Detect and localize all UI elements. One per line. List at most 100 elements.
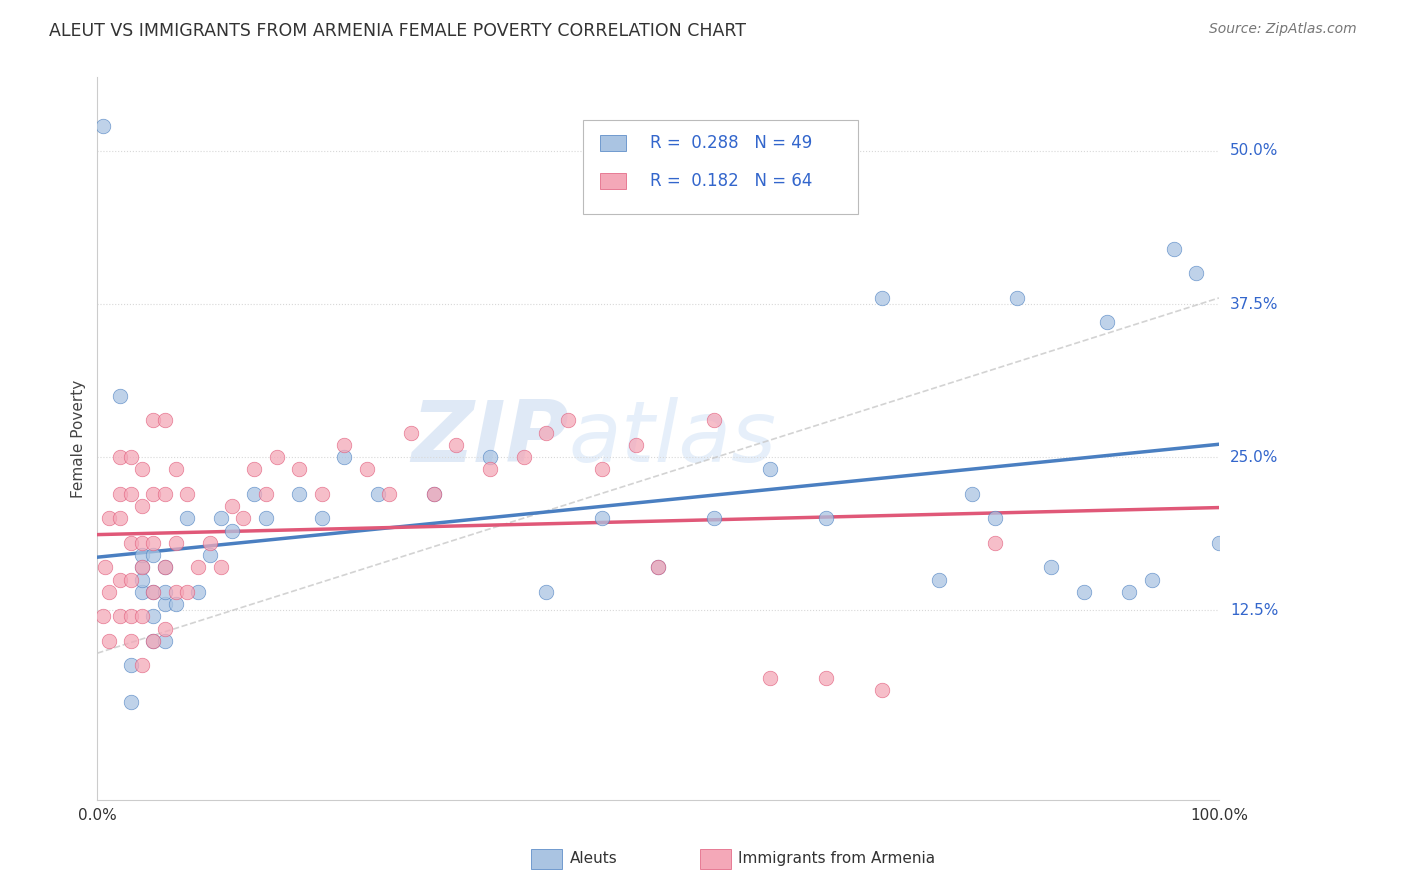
Point	[108, 573, 131, 587]
Text: ZIP: ZIP	[411, 397, 568, 480]
Point	[153, 597, 176, 611]
Point	[187, 560, 209, 574]
Text: 12.5%: 12.5%	[1230, 603, 1278, 618]
Point	[131, 499, 153, 513]
Point	[120, 695, 142, 709]
Point	[591, 462, 613, 476]
Point	[478, 450, 501, 465]
Text: Immigrants from Armenia: Immigrants from Armenia	[738, 851, 935, 865]
Point	[423, 487, 446, 501]
Point	[153, 622, 176, 636]
Point	[333, 438, 356, 452]
Point	[165, 462, 187, 476]
Point	[108, 389, 131, 403]
Point	[243, 487, 266, 501]
Point	[176, 487, 198, 501]
Point	[1208, 536, 1230, 550]
Point	[120, 450, 142, 465]
Text: 25.0%: 25.0%	[1230, 450, 1278, 465]
Point	[131, 548, 153, 562]
Point	[815, 671, 838, 685]
Point	[108, 609, 131, 624]
Point	[97, 511, 120, 525]
Point	[647, 560, 669, 574]
Point	[97, 634, 120, 648]
Point	[557, 413, 579, 427]
Point	[131, 609, 153, 624]
Point	[97, 585, 120, 599]
Point	[131, 462, 153, 476]
Point	[759, 462, 782, 476]
Point	[254, 511, 277, 525]
Point	[243, 462, 266, 476]
Point	[378, 487, 401, 501]
Point	[815, 511, 838, 525]
Point	[120, 573, 142, 587]
Point	[142, 634, 165, 648]
Point	[356, 462, 378, 476]
Text: 50.0%: 50.0%	[1230, 144, 1278, 159]
Point	[221, 499, 243, 513]
Text: 37.5%: 37.5%	[1230, 296, 1278, 311]
Point	[311, 487, 333, 501]
Point	[311, 511, 333, 525]
Point	[142, 585, 165, 599]
Point	[928, 573, 950, 587]
Point	[153, 413, 176, 427]
Point	[120, 658, 142, 673]
Point	[703, 413, 725, 427]
Point	[153, 585, 176, 599]
Point	[591, 511, 613, 525]
Point	[872, 682, 894, 697]
Point	[983, 536, 1005, 550]
Text: R =  0.182   N = 64: R = 0.182 N = 64	[650, 172, 811, 190]
Point	[534, 425, 557, 440]
Point	[153, 560, 176, 574]
Point	[187, 585, 209, 599]
Point	[142, 585, 165, 599]
Point	[872, 291, 894, 305]
Point	[165, 597, 187, 611]
Point	[703, 511, 725, 525]
Point	[1095, 315, 1118, 329]
Point	[401, 425, 423, 440]
Point	[288, 487, 311, 501]
Point	[759, 671, 782, 685]
Point	[333, 450, 356, 465]
Point	[131, 573, 153, 587]
Point	[131, 585, 153, 599]
Point	[131, 658, 153, 673]
Point	[120, 609, 142, 624]
Point	[423, 487, 446, 501]
Point	[142, 487, 165, 501]
Point	[108, 450, 131, 465]
Point	[176, 511, 198, 525]
Point	[108, 511, 131, 525]
Point	[142, 536, 165, 550]
Point	[120, 634, 142, 648]
Point	[91, 120, 114, 134]
Point	[1140, 573, 1163, 587]
Point	[221, 524, 243, 538]
Text: Aleuts: Aleuts	[569, 851, 617, 865]
Point	[534, 585, 557, 599]
Text: Source: ZipAtlas.com: Source: ZipAtlas.com	[1209, 22, 1357, 37]
Point	[1039, 560, 1062, 574]
Point	[108, 487, 131, 501]
Point	[624, 438, 647, 452]
Point	[1005, 291, 1028, 305]
Point	[254, 487, 277, 501]
Point	[288, 462, 311, 476]
Y-axis label: Female Poverty: Female Poverty	[72, 380, 86, 498]
Text: R =  0.288   N = 49: R = 0.288 N = 49	[650, 134, 811, 152]
Point	[1163, 242, 1185, 256]
Point	[1118, 585, 1140, 599]
Point	[1073, 585, 1095, 599]
Point	[209, 511, 232, 525]
Text: ALEUT VS IMMIGRANTS FROM ARMENIA FEMALE POVERTY CORRELATION CHART: ALEUT VS IMMIGRANTS FROM ARMENIA FEMALE …	[49, 22, 747, 40]
Point	[960, 487, 983, 501]
Point	[153, 487, 176, 501]
Point	[232, 511, 254, 525]
Text: atlas: atlas	[568, 397, 776, 480]
Point	[153, 560, 176, 574]
